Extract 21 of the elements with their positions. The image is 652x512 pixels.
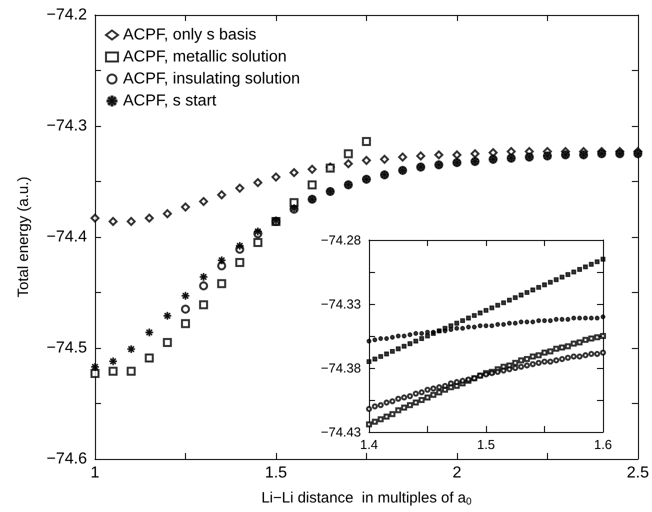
y-tick-label: −74.6 — [46, 450, 88, 468]
legend-label: ACPF, insulating solution — [123, 70, 300, 88]
x-tick-label: 2 — [452, 464, 462, 482]
y-tick-label: −74.43 — [320, 424, 361, 440]
x-tick-label: 1.6 — [594, 437, 612, 452]
y-axis-title: Total energy (a.u.) — [15, 176, 32, 298]
legend-label: ACPF, only s basis — [123, 26, 256, 44]
y-tick-label: −74.5 — [46, 340, 88, 356]
y-tick-label: −74.33 — [320, 296, 361, 312]
y-tick-label: −74.38 — [320, 360, 361, 376]
x-tick-label: 1.5 — [264, 464, 288, 482]
x-tick-label: 1 — [90, 464, 100, 482]
legend-label: ACPF, metallic solution — [123, 48, 287, 66]
y-tick-label: −74.2 — [46, 6, 88, 24]
x-tick-label: 2.5 — [626, 464, 650, 482]
y-tick-label: −74.28 — [320, 232, 361, 248]
legend-label: ACPF, s start — [123, 92, 217, 110]
y-tick-label: −74.4 — [46, 228, 88, 246]
x-tick-label: 1.5 — [476, 437, 496, 452]
x-tick-label: 1.4 — [360, 437, 378, 452]
y-tick-label: −74.3 — [46, 118, 88, 134]
